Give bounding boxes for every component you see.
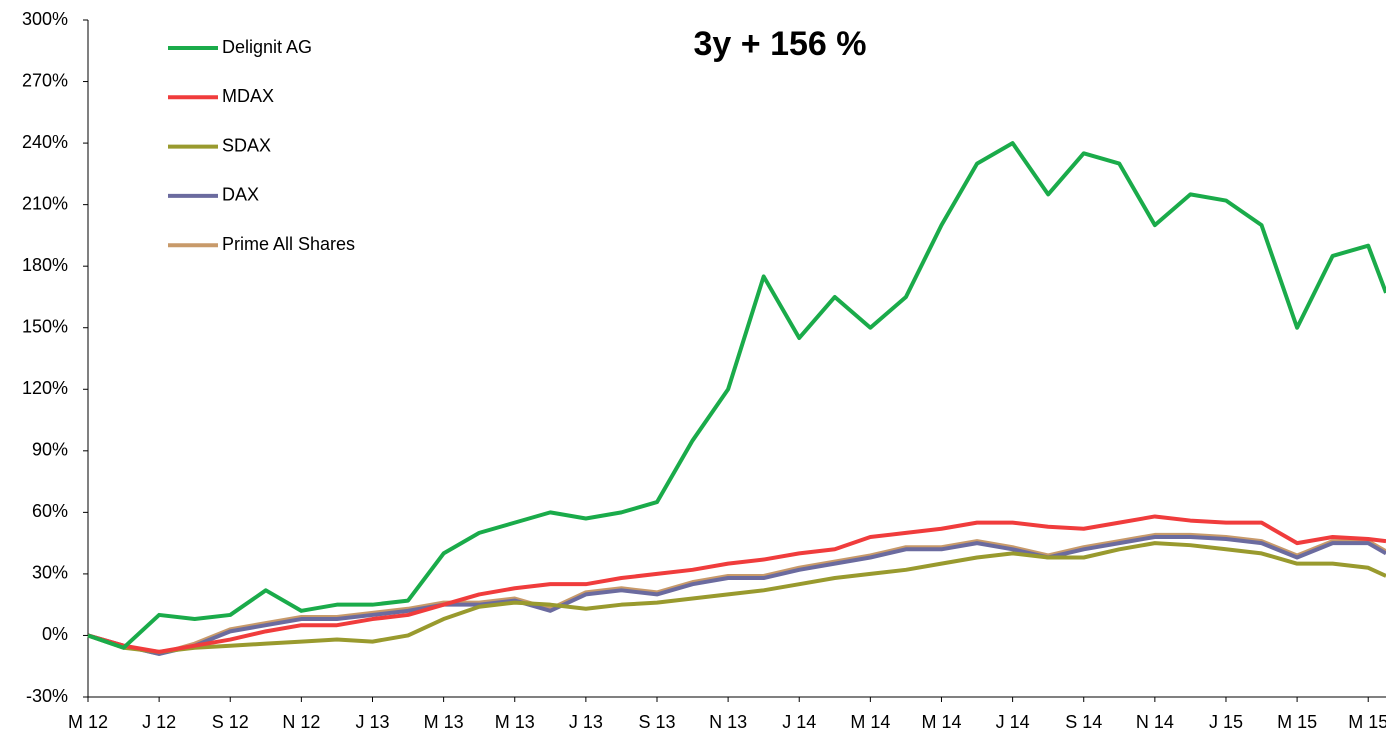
legend-label: MDAX <box>222 86 274 106</box>
y-tick-label: -30% <box>26 686 68 706</box>
x-tick-label: N 14 <box>1136 712 1174 732</box>
legend-label: Prime All Shares <box>222 234 355 254</box>
legend-label: SDAX <box>222 135 271 155</box>
x-tick-label: S 12 <box>212 712 249 732</box>
y-tick-label: 0% <box>42 624 68 644</box>
x-tick-label: M 13 <box>495 712 535 732</box>
y-tick-label: 30% <box>32 563 68 583</box>
series-line <box>87 514 1386 654</box>
series-line <box>87 532 1386 656</box>
y-tick-label: 60% <box>32 501 68 521</box>
y-tick-label: 180% <box>22 255 68 275</box>
x-tick-label: J 12 <box>142 712 176 732</box>
x-tick-label: S 14 <box>1065 712 1102 732</box>
x-tick-label: N 13 <box>709 712 747 732</box>
x-tick-label: J 13 <box>569 712 603 732</box>
y-tick-label: 120% <box>22 378 68 398</box>
chart-title: 3y + 156 % <box>694 25 867 63</box>
x-tick-label: M 12 <box>68 712 108 732</box>
legend-label: DAX <box>222 185 259 205</box>
y-tick-label: 150% <box>22 316 68 336</box>
x-tick-label: J 15 <box>1209 712 1243 732</box>
x-tick-label: M 15 <box>1348 712 1386 732</box>
legend-label: Delignit AG <box>222 37 312 57</box>
y-tick-label: 270% <box>22 70 68 90</box>
y-tick-label: 90% <box>32 440 68 460</box>
x-tick-label: M 14 <box>921 712 961 732</box>
y-tick-label: 300% <box>22 9 68 29</box>
y-tick-label: 240% <box>22 132 68 152</box>
x-tick-label: M 14 <box>850 712 890 732</box>
y-tick-label: 210% <box>22 193 68 213</box>
x-tick-label: S 13 <box>638 712 675 732</box>
series-line <box>87 541 1386 654</box>
x-tick-label: J 13 <box>355 712 389 732</box>
series-line <box>87 141 1386 650</box>
x-tick-label: J 14 <box>996 712 1030 732</box>
x-tick-label: M 15 <box>1277 712 1317 732</box>
series-line <box>87 534 1386 656</box>
x-tick-label: J 14 <box>782 712 816 732</box>
x-tick-label: M 13 <box>424 712 464 732</box>
x-tick-label: N 12 <box>282 712 320 732</box>
